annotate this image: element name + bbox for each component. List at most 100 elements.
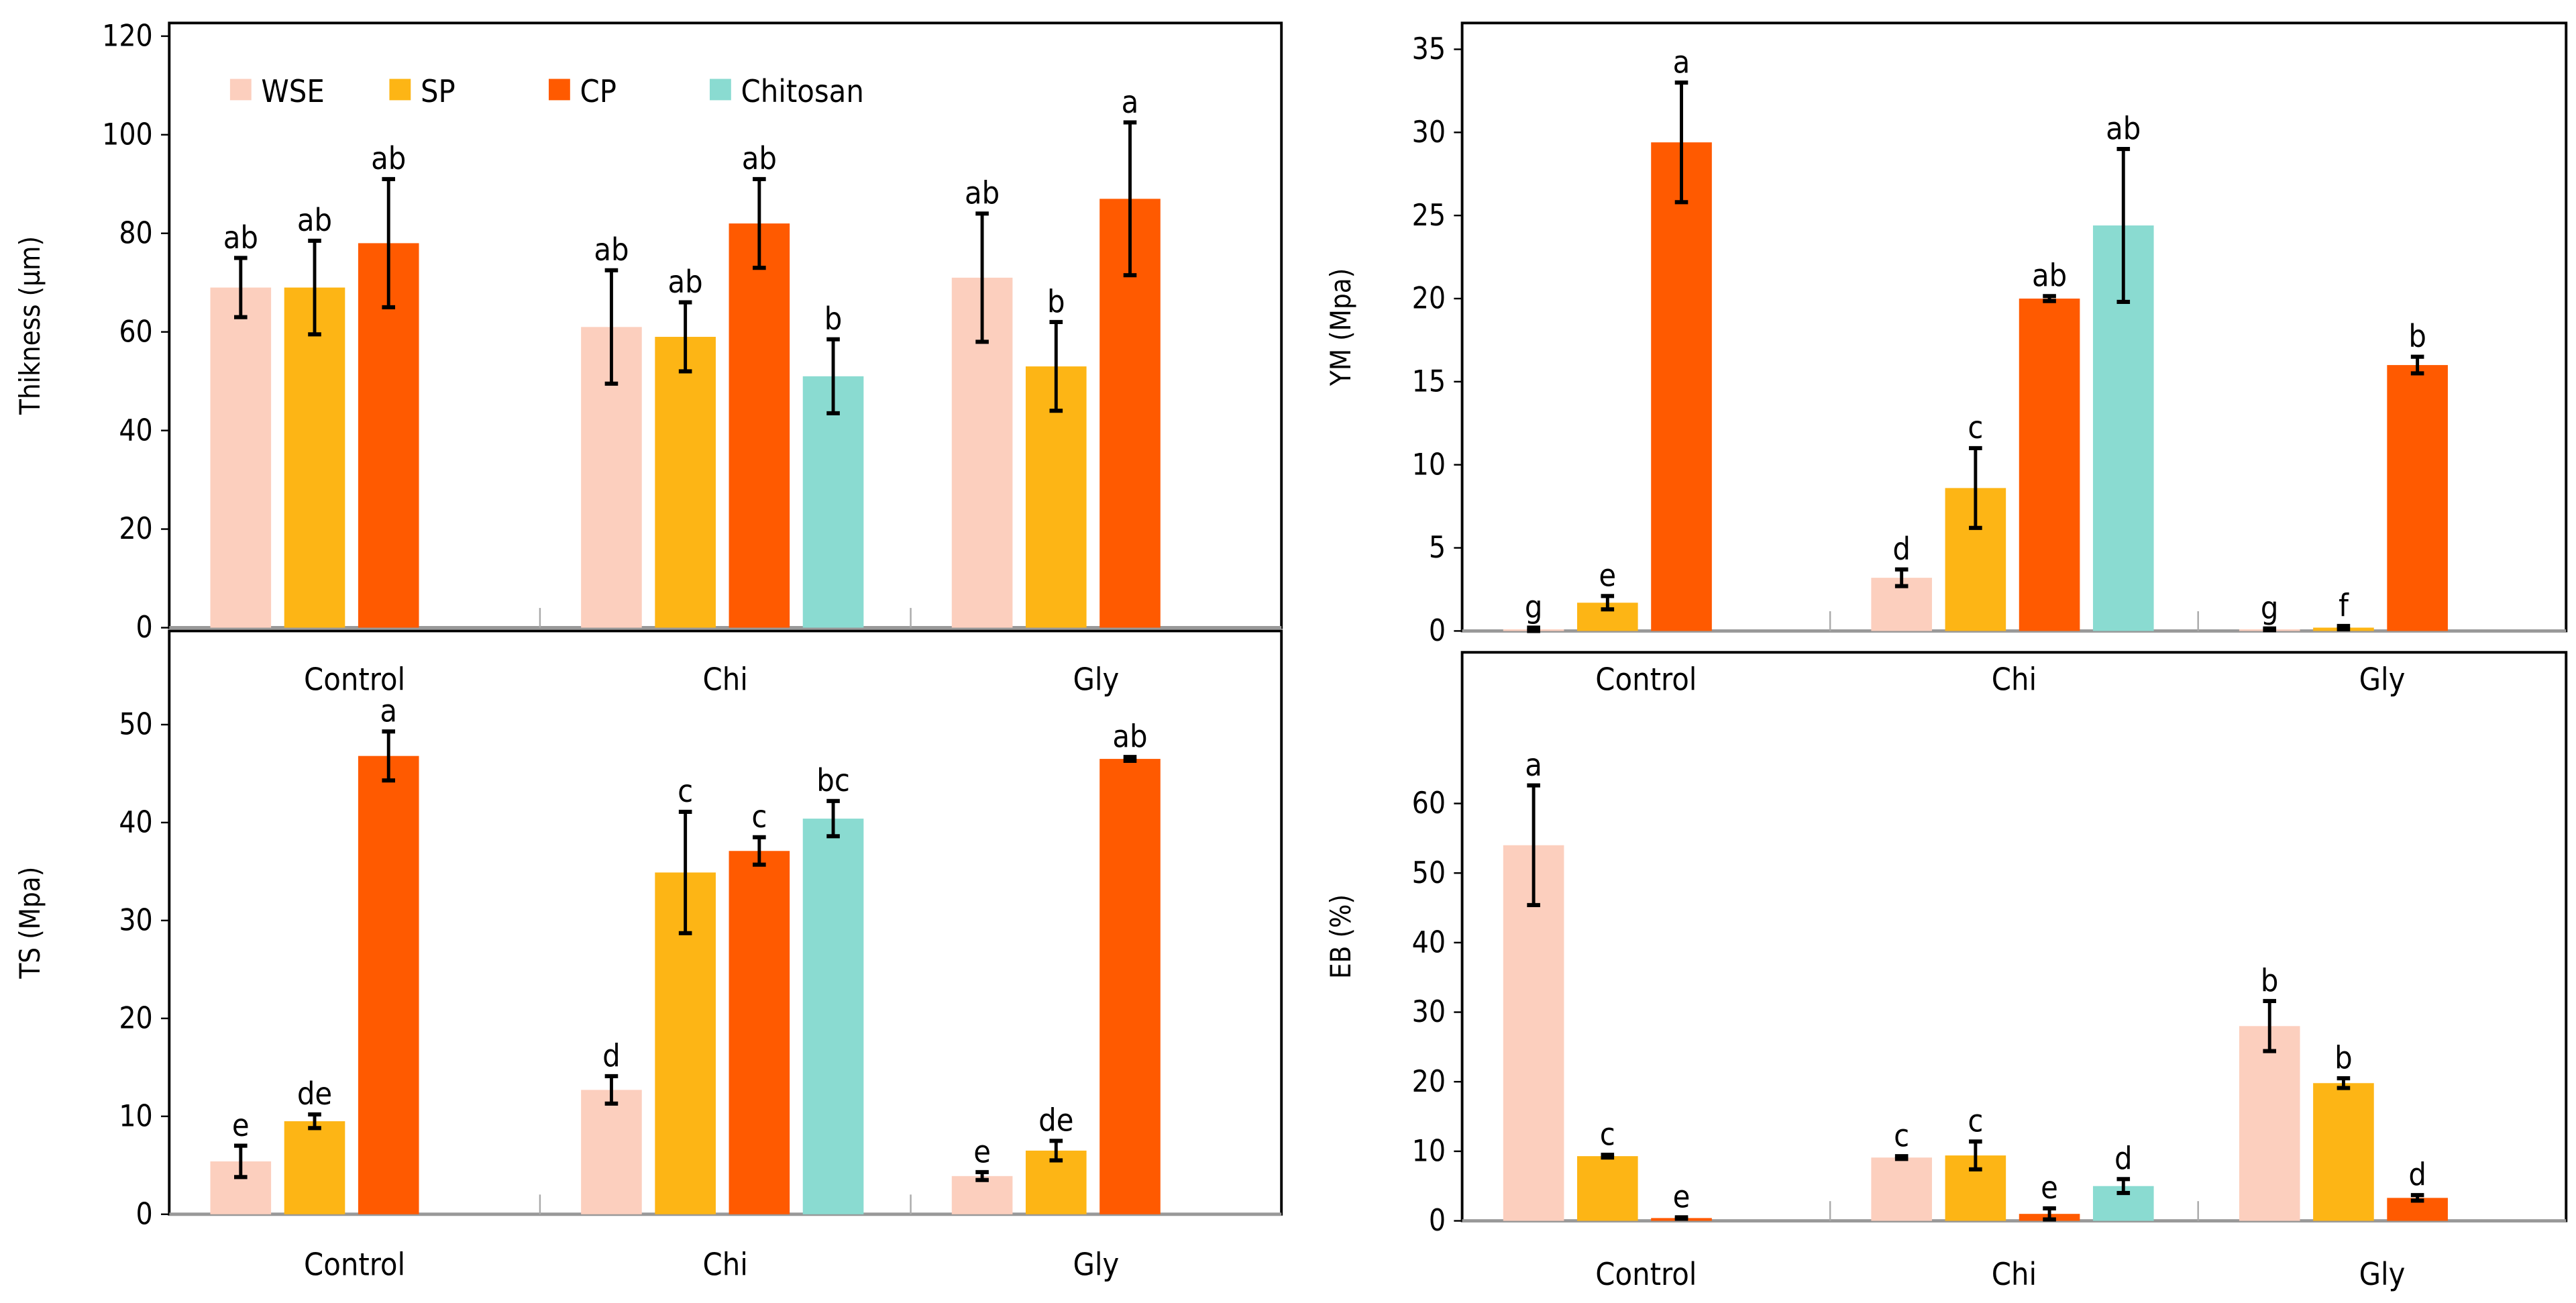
significance-letter: b bbox=[2334, 1039, 2353, 1076]
y-tick-label: 80 bbox=[119, 216, 152, 250]
y-tick-label: 30 bbox=[119, 904, 152, 938]
significance-letter: b bbox=[2261, 962, 2279, 998]
bar-sp bbox=[284, 287, 345, 628]
y-axis-title: TS (Mpa) bbox=[13, 867, 46, 980]
y-tick-label: 10 bbox=[1412, 448, 1446, 482]
bar-cp bbox=[358, 755, 419, 1214]
significance-letter: e bbox=[1599, 558, 1616, 594]
x-category-label: Control bbox=[304, 1246, 405, 1282]
x-category-label: Chi bbox=[1992, 1256, 2037, 1292]
y-tick-label: 10 bbox=[1412, 1135, 1446, 1169]
significance-letter: c bbox=[751, 798, 767, 835]
y-tick-label: 60 bbox=[1412, 786, 1446, 821]
legend-swatch-cp bbox=[548, 79, 570, 101]
x-category-label: Chi bbox=[1992, 662, 2037, 698]
y-tick-label: 25 bbox=[1412, 199, 1446, 233]
significance-letter: g bbox=[1525, 589, 1543, 625]
y-tick-label: 35 bbox=[1412, 32, 1446, 66]
legend-swatch-sp bbox=[389, 79, 411, 101]
y-tick-label: 50 bbox=[1412, 856, 1446, 890]
x-category-label: Gly bbox=[1073, 1246, 1119, 1282]
y-tick-label: 40 bbox=[119, 806, 152, 840]
legend-label: CP bbox=[580, 73, 616, 109]
x-category-label: Control bbox=[1595, 1256, 1697, 1292]
significance-letter: e bbox=[232, 1107, 250, 1143]
x-category-label: Gly bbox=[2359, 662, 2406, 698]
significance-letter: c bbox=[1968, 409, 1983, 446]
significance-letter: ab bbox=[371, 140, 406, 176]
significance-letter: ab bbox=[2106, 110, 2141, 146]
bar-cp bbox=[1099, 759, 1161, 1214]
significance-letter: b bbox=[824, 301, 843, 337]
y-tick-label: 100 bbox=[102, 118, 153, 152]
chart-panel-2: 0 10 20 30 40 50 TS (Mpa) Control e de a Chi d c c bc Gl… bbox=[13, 629, 1283, 1282]
significance-letter: de bbox=[1038, 1102, 1073, 1139]
significance-letter: e bbox=[973, 1133, 991, 1169]
x-category-label: Chi bbox=[703, 1246, 748, 1282]
significance-letter: c bbox=[1968, 1103, 1983, 1139]
y-axis-title: YM (Mpa) bbox=[1324, 268, 1357, 386]
y-tick-label: 0 bbox=[1429, 614, 1446, 648]
y-axis-title: Thikness (µm) bbox=[13, 236, 46, 415]
significance-letter: f bbox=[2339, 587, 2349, 623]
y-tick-label: 30 bbox=[1412, 995, 1446, 1029]
y-tick-label: 60 bbox=[119, 315, 152, 349]
legend: WSE SP CP Chitosan bbox=[229, 73, 864, 109]
legend-label: SP bbox=[421, 73, 455, 109]
significance-letter: bc bbox=[816, 762, 850, 798]
significance-letter: a bbox=[380, 693, 397, 729]
y-tick-label: 40 bbox=[119, 413, 152, 448]
plot-frame bbox=[1460, 651, 2568, 1222]
bar-sp bbox=[2313, 1083, 2374, 1221]
significance-letter: ab bbox=[297, 202, 332, 238]
significance-letter: ab bbox=[742, 140, 777, 176]
y-tick-label: 20 bbox=[1412, 282, 1446, 316]
x-category-label: Gly bbox=[1073, 662, 1119, 698]
legend-swatch-chitosan bbox=[709, 79, 731, 101]
x-category-label: Control bbox=[1595, 662, 1697, 698]
y-tick-label: 15 bbox=[1412, 365, 1446, 399]
chart-panel-1: 0 5 10 15 20 25 30 35 YM (Mpa) Control g e a Chi d c ab a… bbox=[1324, 21, 2568, 698]
bar-sp bbox=[655, 337, 716, 628]
significance-letter: a bbox=[1122, 84, 1139, 120]
chart-panel-3: 0 10 20 30 40 50 60 EB (%) Control a c e Chi c c e d Gly b… bbox=[1324, 651, 2568, 1292]
significance-letter: ab bbox=[1112, 718, 1147, 754]
significance-letter: b bbox=[1047, 283, 1065, 319]
significance-letter: c bbox=[1894, 1117, 1909, 1153]
y-tick-label: 0 bbox=[136, 611, 153, 645]
significance-letter: ab bbox=[965, 175, 1000, 211]
bar-chitosan bbox=[802, 819, 864, 1214]
significance-letter: ab bbox=[668, 264, 703, 300]
significance-letter: ab bbox=[2032, 258, 2067, 294]
y-tick-label: 40 bbox=[1412, 926, 1446, 960]
bar-cp bbox=[2387, 365, 2448, 631]
significance-letter: d bbox=[2408, 1157, 2426, 1193]
bar-wse bbox=[1871, 1157, 1932, 1221]
bar-wse bbox=[210, 287, 272, 628]
bar-cp bbox=[2019, 299, 2080, 631]
bar-wse bbox=[2239, 1026, 2300, 1221]
significance-letter: d bbox=[2114, 1141, 2133, 1177]
y-tick-label: 30 bbox=[1412, 115, 1446, 150]
significance-letter: ab bbox=[594, 231, 629, 268]
legend-label: Chitosan bbox=[741, 73, 864, 109]
y-tick-label: 5 bbox=[1429, 531, 1446, 565]
significance-letter: e bbox=[1673, 1179, 1690, 1215]
significance-letter: ab bbox=[223, 219, 258, 256]
y-tick-label: 120 bbox=[102, 19, 153, 54]
legend-swatch-wse bbox=[229, 79, 252, 101]
significance-letter: c bbox=[678, 773, 693, 809]
y-tick-label: 0 bbox=[136, 1197, 153, 1231]
x-category-label: Chi bbox=[703, 662, 748, 698]
significance-letter: b bbox=[2408, 318, 2426, 354]
bar-sp bbox=[284, 1121, 345, 1214]
y-tick-label: 20 bbox=[119, 512, 152, 546]
bar-cp bbox=[1651, 142, 1712, 631]
significance-letter: c bbox=[1600, 1116, 1615, 1152]
y-tick-label: 20 bbox=[1412, 1065, 1446, 1099]
significance-letter: e bbox=[2041, 1169, 2058, 1206]
x-category-label: Gly bbox=[2359, 1256, 2406, 1292]
bar-wse bbox=[951, 1176, 1013, 1214]
significance-letter: a bbox=[1525, 747, 1542, 783]
